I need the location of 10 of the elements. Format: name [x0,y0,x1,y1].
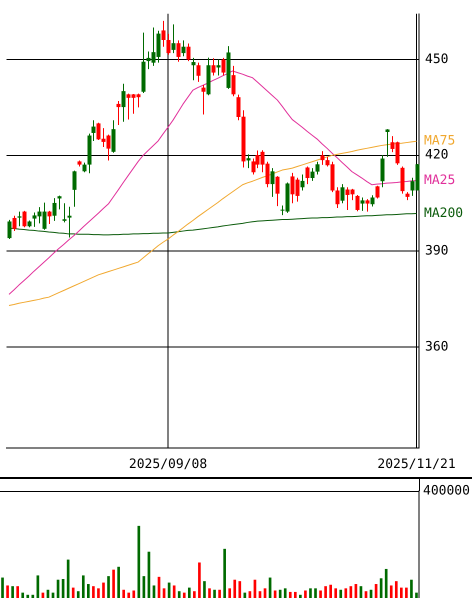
y-tick-label: 420 [425,148,448,163]
y-tick-label: 390 [425,244,448,259]
series-label: MA25 [424,172,456,188]
y-tick-label: 450 [425,52,448,67]
text: 400000 [423,483,470,498]
series-label: MA75 [424,134,456,149]
y-tick-label: 360 [425,339,448,354]
x-tick-label: 2025/09/08 [128,457,208,472]
x-tick-label: 2025/11/21 [377,457,456,472]
series-label: MA200 [424,206,464,221]
